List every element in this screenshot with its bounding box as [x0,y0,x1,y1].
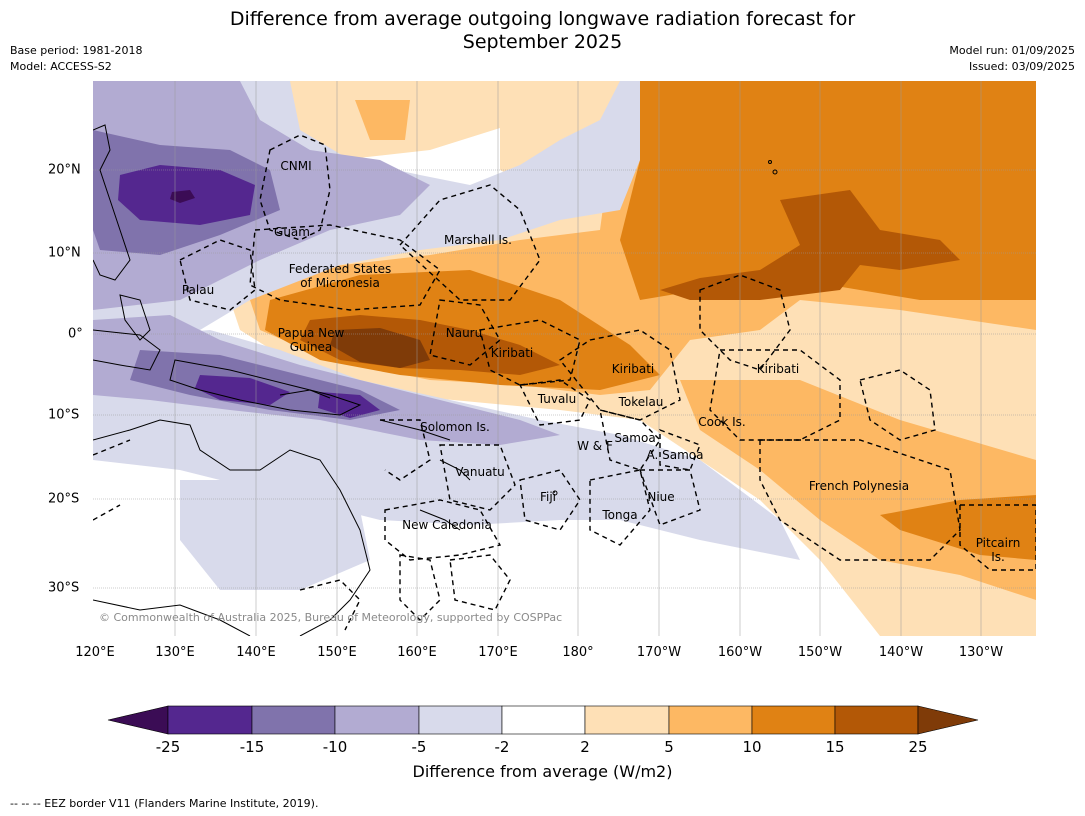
colorbar-swatch--5--2 [418,705,503,735]
lon-label-180: 180° [562,645,594,660]
title-line-2: September 2025 [462,31,623,53]
issued-date: Issued: 03/09/2025 [968,60,1075,73]
label-tonga: Tonga [601,508,637,522]
colorbar-swatch-5-10 [668,705,753,735]
colorbar-swatch-below--25 [107,705,169,735]
lat-label-10s: 10°S [48,407,80,423]
label-palau: Palau [182,283,214,297]
colorbar-tick--10: -10 [322,738,348,756]
model-name: Model: ACCESS-S2 [10,60,112,73]
lon-label-150w: 150°W [797,645,843,660]
lon-label-160w: 160°W [717,645,763,660]
colorbar-label: Difference from average (W/m2) [412,762,673,781]
colorbar-tick-5: 5 [664,738,674,756]
label-guam: Guam [274,225,310,239]
label-png-line2: Guinea [290,340,333,354]
colorbar-tick--15: -15 [239,738,265,756]
colorbar-tick--2: -2 [494,738,510,756]
label-wallis-futuna: W & F [577,439,613,453]
colorbar-tick-25: 25 [908,738,928,756]
eez-borders [93,134,1036,631]
map-title: Difference from average outgoing longwav… [0,8,1085,54]
lat-label-20s: 20°S [48,491,80,507]
lon-label-120e: 120°E [75,645,115,660]
label-tuvalu: Tuvalu [537,392,577,406]
label-kiribati-east: Kiribati [757,362,799,376]
lat-label-0: 0° [68,326,83,342]
meta-right: Model run: 01/09/2025 Issued: 03/09/2025 [949,43,1075,75]
meta-left: Base period: 1981-2018 Model: ACCESS-S2 [10,43,142,75]
colorbar-swatch-2-5 [584,705,670,735]
title-line-1: Difference from average outgoing longwav… [229,8,856,30]
label-niue: Niue [647,490,674,504]
label-pitcairn-line1: Pitcairn [976,536,1021,550]
colorbar-tick--5: -5 [411,738,427,756]
colorbar-tick-15: 15 [825,738,845,756]
label-new-caledonia: New Caledonia [402,518,492,532]
colorbar-tick--25: -25 [155,738,181,756]
colorbar-swatch-10-15 [751,705,836,735]
lon-label-150e: 150°E [317,645,357,660]
label-nauru: Nauru [446,326,482,340]
lon-label-160e: 160°E [397,645,437,660]
lon-label-130e: 130°E [155,645,195,660]
colorbar-swatch-above-25 [917,705,979,735]
label-marshall-is: Marshall Is. [444,233,512,247]
coastlines [93,124,778,636]
lat-label-30s: 30°S [48,580,80,596]
base-period: Base period: 1981-2018 [10,44,143,57]
colorbar-swatch-15-25 [834,705,919,735]
lon-label-140w: 140°W [878,645,924,660]
label-solomon-is: Solomon Is. [420,420,490,434]
lon-label-140e: 140°E [236,645,276,660]
label-american-samoa: A. Samoa [647,448,704,462]
label-fiji: Fiji [540,490,556,504]
label-fsm-line2: of Micronesia [300,276,380,290]
place-labels: CNMI Guam Marshall Is. Federated States … [99,159,1020,624]
anomaly-field [93,81,1036,636]
colorbar-tick-10: 10 [742,738,762,756]
colorbar-swatch--25--15 [167,705,253,735]
label-cnmi: CNMI [280,159,311,173]
lon-label-170w: 170°W [636,645,682,660]
colorbar-swatch--15--10 [251,705,336,735]
label-kiribati-central: Kiribati [612,362,654,376]
label-png-line1: Papua New [278,326,345,340]
colorbar-swatch--2-2 [501,705,586,735]
eez-footnote: -- -- -- EEZ border V11 (Flanders Marine… [10,797,319,810]
label-cook-is: Cook Is. [698,415,745,429]
colorbar-tick-2: 2 [580,738,590,756]
lon-label-130w: 130°W [958,645,1004,660]
colorbar-swatch--10--5 [334,705,420,735]
label-fsm-line1: Federated States [289,262,391,276]
copyright-notice: © Commonwealth of Australia 2025, Bureau… [99,611,562,624]
lat-label-20n: 20°N [48,162,81,178]
lon-label-170e: 170°E [478,645,518,660]
label-french-polynesia: French Polynesia [809,479,909,493]
label-tokelau: Tokelau [618,395,664,409]
grid-lines [93,81,1036,636]
label-vanuatu: Vanuatu [455,465,505,479]
label-samoa: Samoa [614,431,655,445]
model-run: Model run: 01/09/2025 [949,44,1075,57]
label-kiribati-west: Kiribati [491,346,533,360]
label-pitcairn-line2: Is. [991,550,1005,564]
colorbar [107,705,979,735]
lat-label-10n: 10°N [48,245,81,261]
